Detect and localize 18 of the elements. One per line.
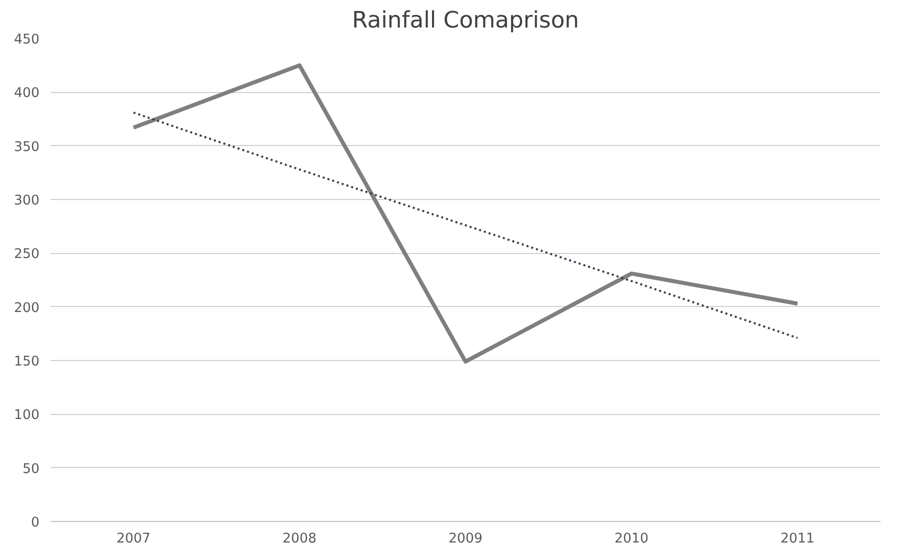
y-tick-label: 350	[14, 140, 40, 155]
y-tick-label: 0	[31, 516, 40, 530]
x-tick-label: 2008	[282, 532, 316, 546]
y-tick-label: 100	[14, 408, 40, 424]
y-tick-label: 200	[14, 300, 40, 316]
y-tick-label: 250	[14, 247, 40, 262]
y-tick-label: 450	[14, 32, 40, 48]
x-tick-label: 2010	[614, 532, 648, 546]
chart-title: Rainfall Comaprison	[352, 8, 580, 34]
y-tick-label: 50	[22, 462, 40, 477]
line-series	[132, 63, 800, 364]
line-series	[132, 112, 798, 339]
x-tick-label: 2007	[116, 532, 150, 546]
x-tick-label: 2009	[448, 532, 482, 546]
y-tick-label: 300	[14, 194, 40, 208]
y-tick-label: 400	[14, 86, 40, 102]
x-tick-label: 2011	[780, 532, 814, 546]
y-tick-label: 150	[14, 354, 40, 370]
